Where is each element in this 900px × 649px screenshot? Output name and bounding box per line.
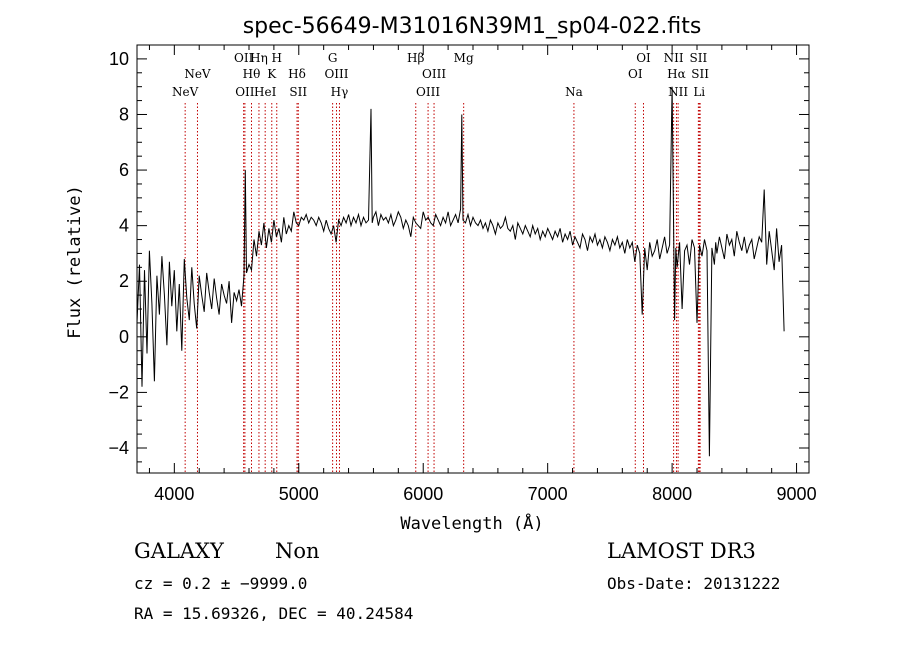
- plot-frame: [136, 44, 810, 474]
- y-tick-label: 8: [119, 104, 129, 124]
- line-label: OIII: [324, 67, 348, 81]
- x-axis-label: Wavelength (Å): [400, 512, 543, 534]
- line-label: OIII: [422, 67, 446, 81]
- line-label: OI: [628, 67, 643, 81]
- line-label: Hδ: [288, 67, 306, 81]
- y-tick-label: 0: [119, 327, 129, 347]
- spectrum-series: [136, 86, 785, 457]
- y-tick-label: −2: [108, 382, 129, 402]
- redshift-text: cz = 0.2 ± −9999.0: [134, 574, 307, 593]
- x-axis: 4000 5000 6000 7000 8000 9000: [148, 45, 817, 504]
- emission-line-markers: NeV NeV OII OII Hθ Hη HeI KH Hδ SII G OIII Hγ Hβ OIII O…: [172, 51, 709, 473]
- line-label: Li: [693, 85, 705, 99]
- line-label: OIII: [416, 85, 440, 99]
- line-label: NII: [664, 51, 684, 65]
- x-tick-label: 4000: [154, 484, 194, 504]
- line-label: Mg: [454, 51, 474, 65]
- line-label: K: [267, 67, 277, 81]
- x-tick-label: 8000: [652, 484, 692, 504]
- y-tick-label: 4: [119, 216, 129, 236]
- obs-date-text: Obs-Date: 20131222: [607, 574, 780, 593]
- x-tick-label: 7000: [528, 484, 568, 504]
- x-tick-label: 6000: [403, 484, 443, 504]
- line-label: OII: [234, 51, 254, 65]
- y-tick-label: 2: [119, 271, 129, 291]
- y-tick-label: −4: [108, 438, 129, 458]
- line-label: Hθ: [243, 67, 261, 81]
- line-label: OII: [235, 85, 255, 99]
- object-subclass: Non: [275, 539, 320, 563]
- line-label: Hα: [667, 67, 686, 81]
- line-label: SII: [690, 51, 708, 65]
- y-tick-label: 10: [109, 49, 129, 69]
- line-label: SII: [289, 85, 307, 99]
- chart-title: spec-56649-M31016N39M1_sp04-022.fits: [243, 14, 702, 39]
- line-label: Na: [565, 85, 583, 99]
- line-label: G: [328, 51, 338, 65]
- line-label: OI: [636, 51, 651, 65]
- line-label: SII: [691, 67, 709, 81]
- line-label: Hβ: [407, 51, 424, 65]
- survey-label: LAMOST DR3: [607, 539, 756, 563]
- line-label: NeV: [184, 67, 211, 81]
- y-tick-label: 6: [119, 160, 129, 180]
- line-label: NII: [668, 85, 688, 99]
- x-tick-label: 5000: [279, 484, 319, 504]
- line-label: H: [272, 51, 282, 65]
- x-tick-label: 9000: [777, 484, 817, 504]
- y-axis: −4 −2 0 2 4 6 8 10: [108, 44, 809, 463]
- line-label: Hγ: [331, 85, 349, 99]
- ra-dec-text: RA = 15.69326, DEC = 40.24584: [134, 604, 413, 623]
- line-label: HeI: [254, 85, 277, 99]
- line-label: NeV: [172, 85, 199, 99]
- line-label: Hη: [250, 51, 268, 65]
- object-class: GALAXY: [134, 539, 225, 563]
- spectrum-line: [136, 86, 785, 457]
- y-axis-label: Flux (relative): [65, 185, 85, 339]
